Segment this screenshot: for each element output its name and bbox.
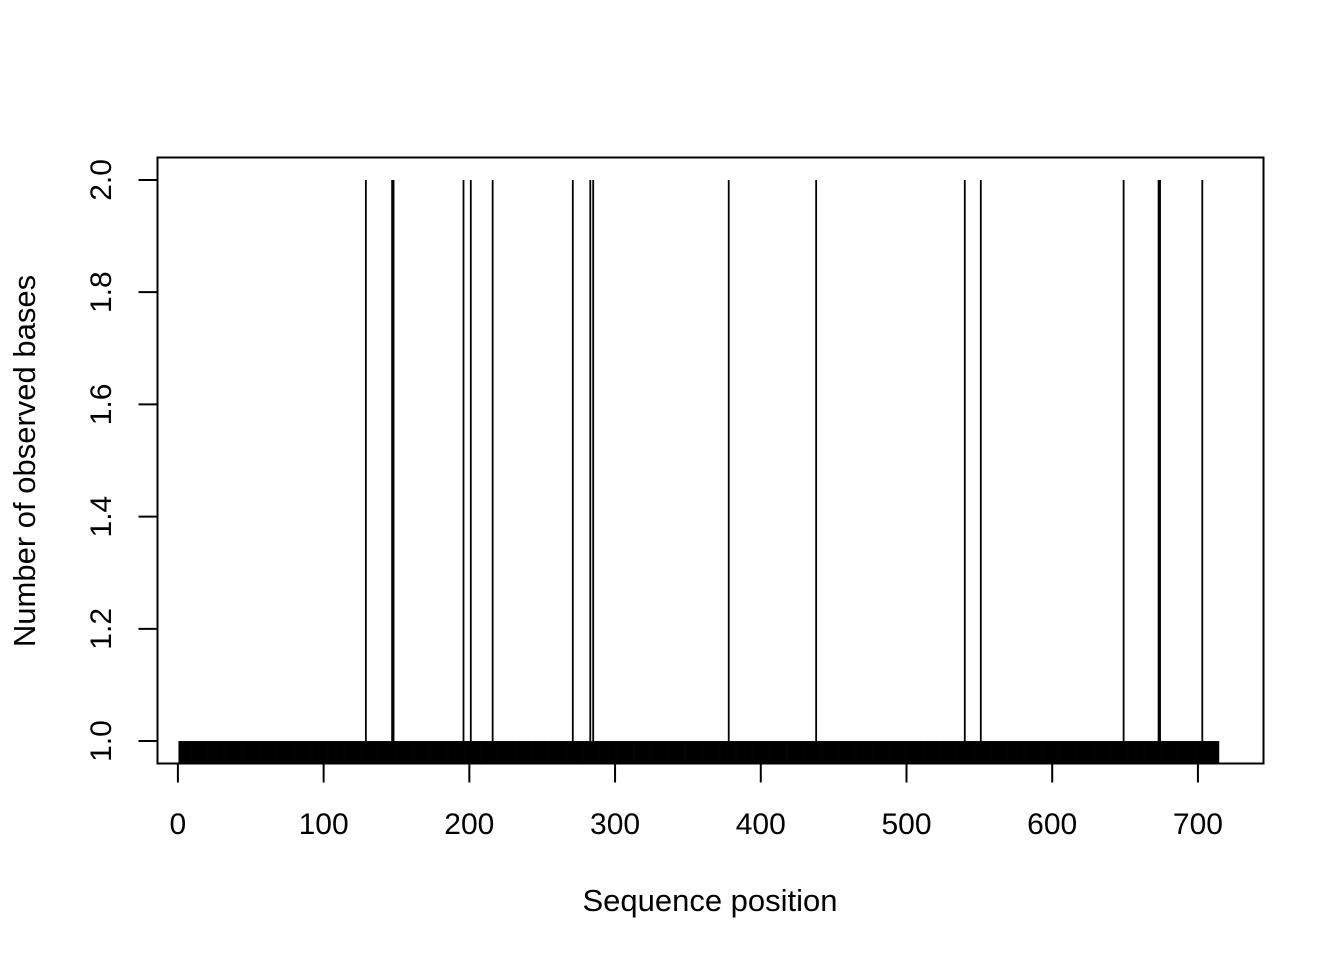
plot-frame bbox=[156, 156, 1265, 765]
x-tick-label: 100 bbox=[299, 808, 349, 841]
x-tick-label: 500 bbox=[881, 808, 931, 841]
y-tick-label: 1.6 bbox=[85, 384, 118, 426]
x-tick-label: 600 bbox=[1027, 808, 1077, 841]
y-tick-label: 1.0 bbox=[85, 720, 118, 762]
x-tick-label: 0 bbox=[170, 808, 187, 841]
bars-group bbox=[178, 179, 1220, 764]
x-axis-title: Sequence position bbox=[582, 883, 837, 918]
x-tick-label: 700 bbox=[1173, 808, 1223, 841]
x-tick-label: 400 bbox=[736, 808, 786, 841]
y-tick-label: 1.8 bbox=[85, 271, 118, 313]
y-tick-label: 2.0 bbox=[85, 159, 118, 201]
y-tick-label: 1.2 bbox=[85, 608, 118, 650]
x-axis: 0 100 200 300 400 500 600 700 bbox=[170, 762, 1223, 841]
x-tick-label: 300 bbox=[590, 808, 640, 841]
y-axis: 1.0 1.2 1.4 1.6 1.8 2.0 bbox=[85, 159, 159, 762]
x-tick-label: 200 bbox=[444, 808, 494, 841]
y-axis-title: Number of observed bases bbox=[7, 275, 42, 647]
y-tick-label: 1.4 bbox=[85, 496, 118, 538]
